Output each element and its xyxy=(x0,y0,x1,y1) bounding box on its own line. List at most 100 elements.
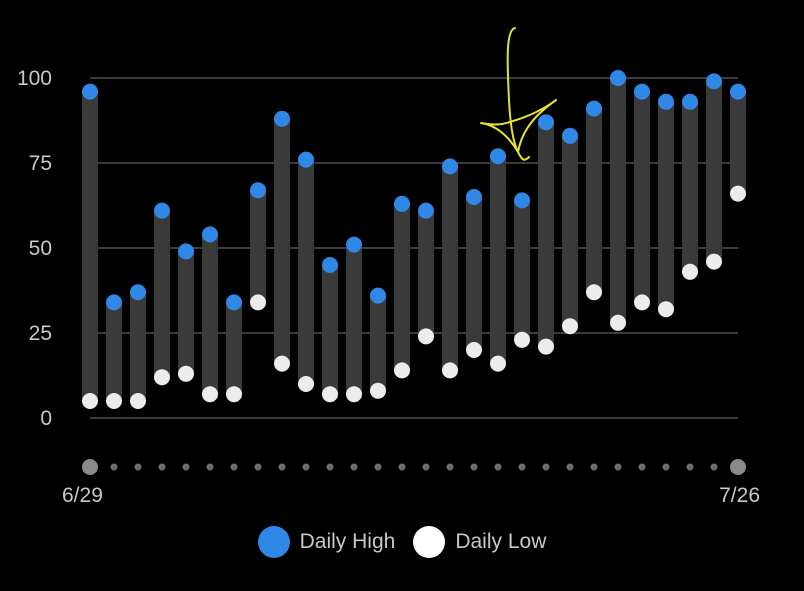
daily-high-point-6/29 xyxy=(82,83,98,100)
daily-high-point-7/17 xyxy=(514,192,530,209)
page-dot-4[interactable] xyxy=(158,463,166,471)
page-dot-2[interactable] xyxy=(110,463,118,471)
page-dot-12[interactable] xyxy=(350,463,358,471)
daily-high-point-7/4 xyxy=(202,226,218,243)
daily-low-point-7/18 xyxy=(538,338,554,355)
page-dot-1[interactable] xyxy=(82,459,98,475)
range-bar-7/4 xyxy=(202,234,218,395)
daily-high-point-7/22 xyxy=(634,83,650,100)
handwritten-star-annotation xyxy=(480,27,557,161)
page-dot-18[interactable] xyxy=(494,463,502,471)
page-dot-24[interactable] xyxy=(638,463,646,471)
daily-low-point-6/29 xyxy=(82,393,98,409)
daily-high-point-7/7 xyxy=(274,110,290,127)
page-dot-21[interactable] xyxy=(566,463,574,471)
page-dot-10[interactable] xyxy=(302,463,310,471)
page-dot-19[interactable] xyxy=(518,463,526,471)
daily-low-point-7/7 xyxy=(274,355,290,372)
page-dot-15[interactable] xyxy=(422,463,430,471)
daily-high-point-7/16 xyxy=(490,148,506,165)
daily-low-point-7/3 xyxy=(178,365,194,382)
daily-high-point-7/20 xyxy=(586,100,602,117)
daily-high-point-7/23 xyxy=(658,93,674,110)
gridlines xyxy=(90,77,738,419)
page-dot-6[interactable] xyxy=(206,463,214,471)
page-dots[interactable] xyxy=(82,459,746,475)
legend-item-daily-high[interactable]: Daily High xyxy=(257,526,395,558)
daily-low-point-7/14 xyxy=(442,362,458,379)
range-bar-7/20 xyxy=(586,108,602,293)
daily-high-swatch xyxy=(257,526,290,558)
range-bars xyxy=(82,78,746,401)
daily-low-point-7/23 xyxy=(658,301,674,318)
daily-low-point-7/21 xyxy=(610,314,626,331)
page-dot-23[interactable] xyxy=(614,463,622,471)
page-dot-3[interactable] xyxy=(134,463,142,471)
y-tick-label-25: 25 xyxy=(29,322,52,345)
page-dot-8[interactable] xyxy=(254,463,262,471)
page-dot-17[interactable] xyxy=(470,463,478,471)
daily-low-point-7/2 xyxy=(154,369,170,386)
y-axis-ticks: 0 25 50 75 100 xyxy=(17,67,52,430)
daily-low-point-7/13 xyxy=(418,328,434,345)
page-dot-7[interactable] xyxy=(230,463,238,471)
data-points xyxy=(82,70,746,409)
daily-low-point-7/8 xyxy=(298,376,314,392)
legend: Daily High Daily Low xyxy=(0,522,804,562)
range-bar-7/22 xyxy=(634,91,650,303)
range-bar-7/9 xyxy=(322,265,338,395)
range-bar-7/2 xyxy=(154,210,170,378)
daily-high-point-7/5 xyxy=(226,294,242,311)
legend-item-daily-low[interactable]: Daily Low xyxy=(413,526,546,558)
range-bar-7/12 xyxy=(394,203,410,371)
page-dot-9[interactable] xyxy=(278,463,286,471)
legend-label-daily-low: Daily Low xyxy=(455,530,547,553)
page-dot-28[interactable] xyxy=(730,459,746,475)
range-bar-7/18 xyxy=(538,122,554,347)
daily-low-point-7/10 xyxy=(346,386,362,403)
daily-low-point-7/24 xyxy=(682,263,698,280)
range-bar-7/1 xyxy=(130,292,146,401)
page-dot-16[interactable] xyxy=(446,463,454,471)
page-dot-20[interactable] xyxy=(542,463,550,471)
daily-low-point-7/12 xyxy=(394,362,410,379)
daily-low-point-7/5 xyxy=(226,386,242,403)
y-tick-label-100: 100 xyxy=(17,67,52,90)
daily-high-point-7/10 xyxy=(346,236,362,253)
daily-high-point-6/30 xyxy=(106,294,122,311)
range-bar-7/21 xyxy=(610,78,626,323)
daily-high-point-7/1 xyxy=(130,284,146,301)
daily-high-point-7/9 xyxy=(322,257,338,273)
daily-high-point-7/14 xyxy=(442,158,458,175)
daily-high-point-7/11 xyxy=(370,287,386,304)
page-dot-22[interactable] xyxy=(590,463,598,471)
daily-low-point-7/1 xyxy=(130,393,146,409)
page-dot-11[interactable] xyxy=(326,463,334,471)
daily-low-point-7/25 xyxy=(706,253,722,270)
range-bar-6/30 xyxy=(106,302,122,401)
range-bar-7/24 xyxy=(682,101,698,272)
page-dot-5[interactable] xyxy=(182,463,190,471)
daily-low-point-7/16 xyxy=(490,355,506,372)
range-bar-7/16 xyxy=(490,156,506,364)
daily-high-point-7/24 xyxy=(682,93,698,110)
daily-high-point-7/3 xyxy=(178,243,194,260)
daily-high-point-7/19 xyxy=(562,127,578,144)
x-start-label: 6/29 xyxy=(62,484,103,507)
range-bar-7/6 xyxy=(250,190,266,303)
y-tick-label-75: 75 xyxy=(29,152,52,175)
page-dot-27[interactable] xyxy=(710,463,718,471)
y-tick-label-0: 0 xyxy=(40,407,52,430)
daily-low-point-7/20 xyxy=(586,284,602,301)
range-bar-7/14 xyxy=(442,166,458,371)
page-dot-14[interactable] xyxy=(398,463,406,471)
page-dot-13[interactable] xyxy=(374,463,382,471)
page-dot-25[interactable] xyxy=(662,463,670,471)
daily-low-point-7/17 xyxy=(514,331,530,348)
daily-high-point-7/8 xyxy=(298,151,314,168)
range-bar-7/10 xyxy=(346,244,362,395)
daily-high-point-7/18 xyxy=(538,114,554,131)
page-dot-26[interactable] xyxy=(686,463,694,471)
range-bar-7/13 xyxy=(418,210,434,337)
